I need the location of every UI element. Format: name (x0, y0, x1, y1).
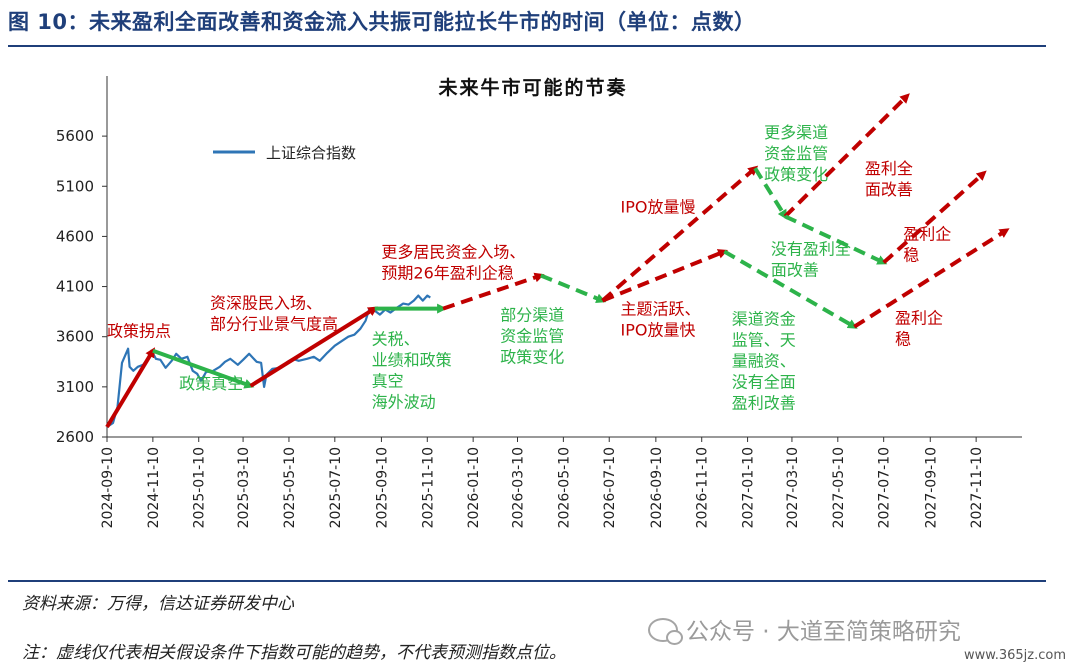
annotation: 关税、业绩和政策真空海外波动 (372, 330, 452, 412)
x-tick-label: 2025-09-10 (374, 447, 390, 528)
trend-arrow (249, 306, 379, 388)
annotation: 更多居民资金入场、预期26年盈利企稳 (381, 242, 525, 282)
title-rule (8, 45, 1046, 47)
x-tick-label: 2025-07-10 (328, 447, 344, 528)
y-tick-label: 3100 (56, 378, 94, 396)
figure-title: 图 10：未来盈利全面改善和资金流入共振可能拉长牛市的时间（单位：点数） (8, 10, 756, 34)
x-tick-label: 2026-11-10 (695, 447, 711, 528)
watermark: 公众号 · 大道至简策略研究 (648, 612, 961, 646)
y-tick-label: 4600 (56, 227, 94, 245)
x-tick-label: 2026-01-10 (466, 447, 482, 528)
annotation: 部分渠道资金监管政策变化 (500, 306, 564, 367)
x-tick-label: 2027-11-10 (969, 447, 985, 528)
x-tick-label: 2025-11-10 (420, 447, 436, 528)
x-tick-label: 2027-01-10 (741, 447, 757, 528)
x-tick-label: 2026-03-10 (511, 447, 527, 528)
y-tick-label: 5100 (56, 177, 94, 195)
x-tick-label: 2027-09-10 (923, 447, 939, 528)
x-tick-label: 2024-11-10 (146, 447, 162, 528)
x-tick-label: 2026-05-10 (556, 447, 572, 528)
y-tick-label: 3600 (56, 328, 94, 346)
legend-label: 上证综合指数 (266, 144, 356, 162)
projection-arrow (601, 249, 729, 303)
x-tick-label: 2027-03-10 (785, 447, 801, 528)
x-tick-label: 2027-07-10 (877, 447, 893, 528)
x-tick-label: 2027-05-10 (831, 447, 847, 528)
x-tick-label: 2025-03-10 (236, 447, 252, 528)
projection-arrow (882, 170, 987, 264)
projection-arrow (723, 249, 858, 329)
x-tick-label: 2025-01-10 (192, 447, 208, 528)
annotation: 渠道资金监管、天量融资、没有全面盈利改善 (732, 310, 796, 413)
projection-arrow (601, 165, 759, 303)
annotation: 没有盈利全面改善 (771, 239, 851, 279)
trend-arrow (152, 348, 255, 389)
annotation: 盈利企稳 (895, 309, 943, 349)
footer-rule (8, 580, 1046, 582)
projection-arrow (442, 272, 545, 311)
source-text: 资料来源：万得，信达证券研发中心 (22, 594, 294, 614)
legend: 上证综合指数 (213, 144, 356, 162)
trend-arrow (105, 347, 155, 429)
x-tick-label: 2024-09-10 (100, 447, 116, 528)
y-tick-label: 4100 (56, 278, 94, 296)
annotation: 更多渠道资金监管政策变化 (764, 123, 828, 184)
x-tick-label: 2026-07-10 (602, 447, 618, 528)
note-text: 注：虚线仅代表相关假设条件下指数可能的趋势，不代表预测指数点位。 (22, 643, 566, 663)
y-tick-label: 2600 (56, 428, 94, 446)
annotation: 资深股民入场、部分行业景气度高 (210, 294, 338, 334)
annotation: 主题活跃、 IPO放量快 (621, 300, 701, 340)
annotation: IPO放量慢 (621, 197, 696, 216)
site-label: www.365jz.com (964, 648, 1066, 663)
wechat-icon (648, 618, 683, 645)
y-tick-label: 5600 (56, 127, 94, 145)
x-tick-label: 2025-05-10 (282, 447, 298, 528)
watermark-text: 公众号 · 大道至简策略研究 (686, 619, 961, 645)
axes: 2600 3100 3600 4100 4600 5100 5600 2024-09-10 20… (56, 76, 1022, 528)
x-tick-label: 2026-09-10 (649, 447, 665, 528)
projection-arrow (540, 273, 607, 303)
projection-arrow (853, 228, 1010, 329)
projection-arrow (753, 167, 788, 220)
projection-arrow (783, 93, 910, 218)
annotation: 盈利企稳 (903, 224, 951, 264)
chart-title: 未来牛市可能的节奏 (437, 76, 627, 99)
annotation: 政策真空 (179, 374, 243, 393)
annotation: 政策拐点 (107, 322, 171, 341)
series-layer (105, 93, 1010, 429)
annotation: 盈利全面改善 (865, 159, 913, 199)
